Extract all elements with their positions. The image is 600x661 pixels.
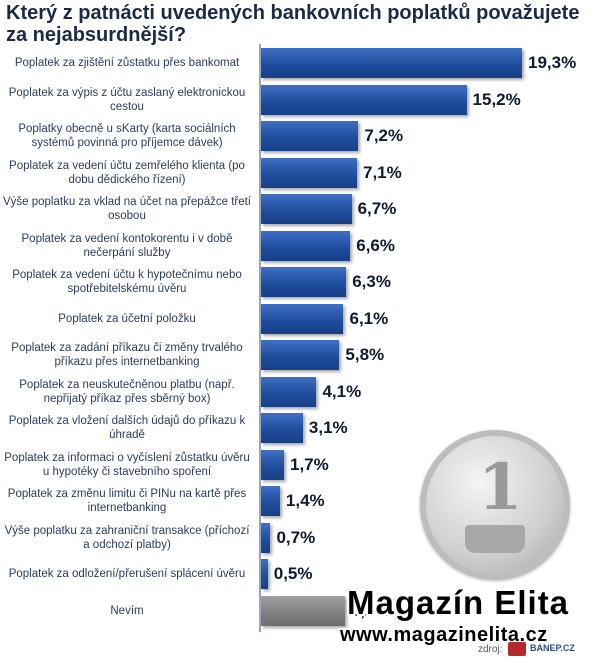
coin-image: 1 — [420, 430, 570, 580]
category-label: Nevím — [110, 605, 144, 617]
bar — [261, 523, 271, 553]
category-label: Poplatek za zadání příkazu či změny trva… — [11, 342, 243, 368]
value-label: 6,7% — [357, 199, 397, 218]
category-label: Výše poplatku za vklad na účet na přepáž… — [2, 196, 252, 222]
watermark-url: www.magazinelita.cz — [340, 624, 548, 646]
value-label: 6,1% — [349, 309, 389, 328]
category-label: Poplatek za odložení/přerušení splácení … — [8, 568, 246, 580]
bar — [261, 48, 522, 78]
bar — [261, 231, 351, 261]
category-label: Poplatek za vedení účtu zemřelého klient… — [9, 160, 245, 186]
chart-title: Který z patnácti uvedených bankovních po… — [6, 2, 580, 46]
category-label: Poplatek za změnu limitu či PINu na kart… — [7, 488, 247, 514]
category-label: Poplatek za vedení kontokorentu i v době… — [21, 233, 233, 259]
value-label: 0,7% — [276, 528, 316, 547]
value-label: 5,8% — [345, 345, 385, 364]
bar — [261, 377, 317, 407]
source-label: zdroj: — [478, 644, 503, 655]
bar — [261, 121, 359, 151]
category-label: Poplatek za informaci o vyčíslení zůstat… — [4, 452, 250, 478]
source-brand: BANEP.CZ — [530, 643, 575, 653]
bar — [261, 340, 340, 370]
category-label: Poplatek za neuskutečněnou platbu (např.… — [19, 379, 235, 405]
category-label: Poplatek za zjištění zůstatku přes banko… — [14, 57, 240, 69]
value-label: 7,1% — [363, 163, 402, 182]
bar — [261, 194, 352, 224]
value-label: 15,2% — [472, 90, 521, 109]
coin-digit-glyph: 1 — [478, 450, 523, 525]
bar — [261, 304, 344, 334]
value-label: 19,3% — [528, 53, 577, 72]
bar — [261, 158, 357, 188]
value-label: 6,6% — [356, 236, 395, 255]
bar — [261, 85, 467, 115]
value-label: 4,1% — [322, 382, 362, 401]
category-label: Poplatek za výpis z účtu zaslaný elektro… — [8, 87, 246, 113]
category-label: Poplatek za vedení účtu k hypotečnímu ne… — [12, 269, 242, 295]
value-label: 1,7% — [289, 455, 329, 474]
bar — [261, 413, 303, 443]
bar — [261, 559, 268, 589]
value-label: 1,4% — [285, 491, 325, 510]
bar — [261, 596, 345, 626]
category-label: Poplatek za vložení dalších údajů do pří… — [8, 415, 246, 441]
crown-icon — [465, 525, 525, 553]
value-label: 6,2% — [350, 601, 390, 620]
bar — [261, 267, 347, 297]
category-axis-line — [259, 44, 261, 632]
category-label: Poplatky obecně u sKarty (karta sociální… — [18, 123, 236, 149]
category-label: Výše poplatku za zahraniční transakce (p… — [4, 525, 250, 551]
value-label: 6,3% — [352, 272, 391, 291]
value-label: 0,5% — [273, 564, 313, 583]
watermark-brand: Magazín Elita — [347, 584, 570, 621]
source-logo-icon — [508, 642, 526, 656]
category-label: Poplatek za účetní položku — [58, 313, 196, 325]
bar — [261, 450, 284, 480]
value-label: 3,1% — [308, 418, 348, 437]
value-label: 7,2% — [364, 126, 404, 145]
bar — [261, 486, 280, 516]
